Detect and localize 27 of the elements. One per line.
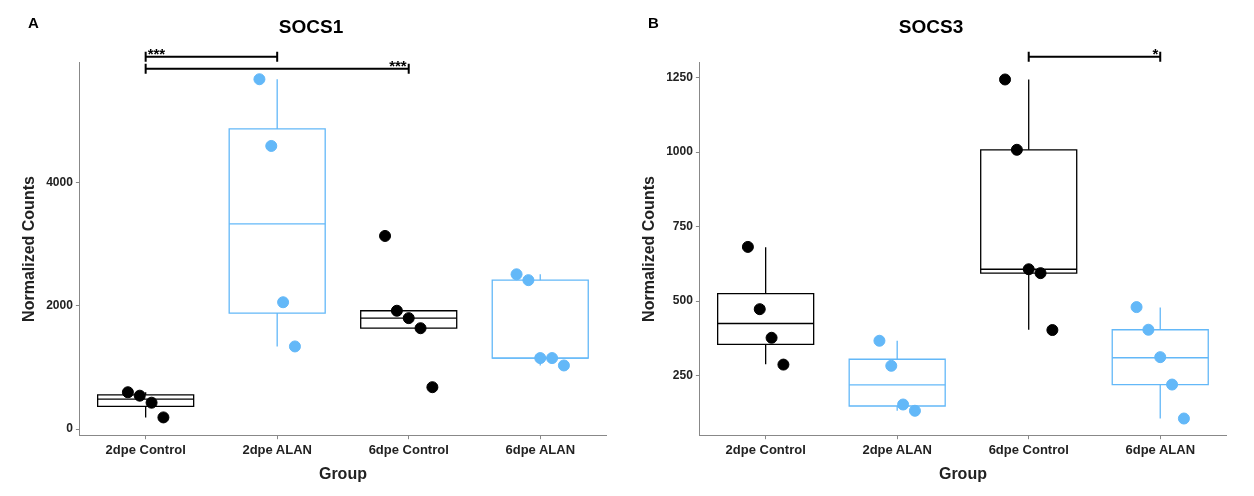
chart-title: SOCS1	[278, 15, 344, 37]
x-tick-label: 6dpe ALAN	[505, 441, 576, 457]
annotation: ***	[389, 57, 407, 75]
y-tick-label: 1250	[666, 70, 694, 85]
x-tick-label: 2dpe ALAN	[862, 441, 932, 457]
y-tick-label: 750	[672, 218, 694, 233]
x-tick-label: 6dpe Control	[988, 441, 1069, 457]
x-tick-label: 2dpe Control	[105, 441, 186, 457]
text: A	[28, 13, 39, 31]
annotation: ***	[147, 45, 166, 63]
y-axis-title: Normalized Counts	[20, 176, 38, 322]
y-tick-label: 2000	[46, 298, 74, 313]
y-tick-label: 250	[672, 367, 694, 382]
chart-title: SOCS3	[898, 15, 964, 37]
y-tick-label: 500	[672, 293, 694, 308]
y-tick-label: 1000	[666, 144, 694, 159]
y-tick-label: 4000	[46, 175, 74, 190]
y-tick-label: 0	[66, 421, 74, 436]
text: *	[1152, 45, 1159, 63]
x-tick-label: 2dpe Control	[725, 441, 806, 457]
y-axis-title: Normalized Counts	[640, 176, 658, 322]
text: B	[648, 13, 659, 31]
x-axis-title: Group	[318, 464, 368, 482]
x-tick-label: 6dpe Control	[368, 441, 449, 457]
x-axis-title: Group	[938, 464, 988, 482]
x-tick-label: 2dpe ALAN	[242, 441, 312, 457]
x-tick-label: 6dpe ALAN	[1125, 441, 1196, 457]
